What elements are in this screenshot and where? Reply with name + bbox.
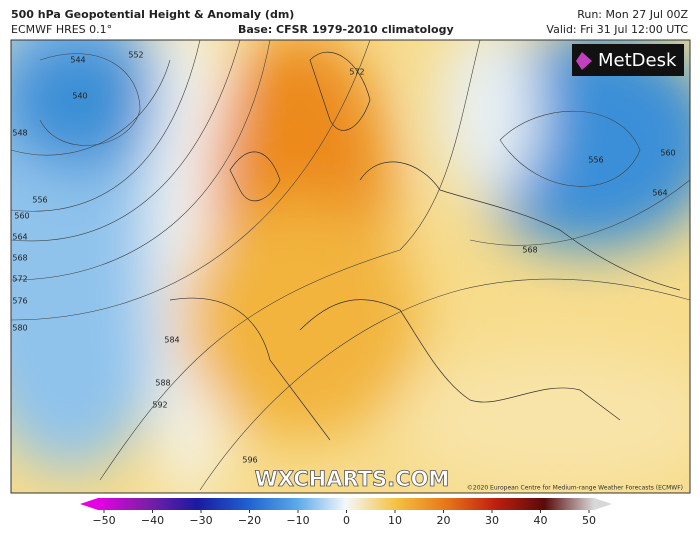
- contour-label: 596: [242, 456, 257, 465]
- map: WXCHARTS.COM ©2020 European Centre for M…: [11, 40, 690, 493]
- contour-label: 568: [12, 254, 27, 263]
- colorbar-tick-label: −10: [286, 514, 309, 527]
- watermark: WXCHARTS.COM: [255, 467, 450, 491]
- colorbar-tick-label: 0: [343, 514, 350, 527]
- contour-label: 568: [522, 246, 537, 255]
- base: Base: CFSR 1979-2010 climatology: [238, 23, 454, 36]
- contour-label: 576: [12, 297, 27, 306]
- contour-label: 556: [32, 196, 47, 205]
- contour-label: 572: [12, 275, 27, 284]
- colorbar-max-arrow: [594, 498, 612, 510]
- colorbar-tick-label: 30: [485, 514, 499, 527]
- contour-label: 560: [14, 212, 29, 221]
- colorbar: [98, 498, 594, 510]
- colorbar-tick-label: −20: [238, 514, 261, 527]
- contour-label: 592: [152, 401, 167, 410]
- colorbar-tick-label: −40: [141, 514, 164, 527]
- contour-label: 588: [155, 379, 170, 388]
- contour-label: 580: [12, 324, 27, 333]
- logo-icon: [576, 52, 592, 70]
- logo: MetDesk: [598, 50, 677, 71]
- contour-label: 560: [660, 149, 675, 158]
- contour-label: 584: [164, 336, 179, 345]
- colorbar-tick-label: −30: [189, 514, 212, 527]
- colorbar-tick-label: 40: [534, 514, 548, 527]
- contour-label: 544: [70, 56, 85, 65]
- contour-label: 556: [588, 156, 603, 165]
- contour-label: 552: [128, 51, 143, 60]
- colorbar-tick-label: 50: [582, 514, 596, 527]
- contour-label: 564: [652, 189, 667, 198]
- copyright: ©2020 European Centre for Medium-range W…: [467, 485, 683, 492]
- contour-label: 564: [12, 233, 27, 242]
- contour-label: 548: [12, 129, 27, 138]
- valid: Valid: Fri 31 Jul 12:00 UTC: [546, 23, 688, 36]
- colorbar-tick-label: 10: [388, 514, 402, 527]
- title: 500 hPa Geopotential Height & Anomaly (d…: [11, 8, 294, 21]
- run: Run: Mon 27 Jul 00Z: [577, 8, 688, 21]
- contour-label: 540: [72, 92, 87, 101]
- colorbar-min-arrow: [80, 498, 98, 510]
- colorbar-tick-label: −50: [92, 514, 115, 527]
- contour-label: 572: [349, 68, 364, 77]
- colorbar-tick-label: 20: [437, 514, 451, 527]
- map-frame: [10, 39, 691, 494]
- model: ECMWF HRES 0.1°: [11, 23, 112, 36]
